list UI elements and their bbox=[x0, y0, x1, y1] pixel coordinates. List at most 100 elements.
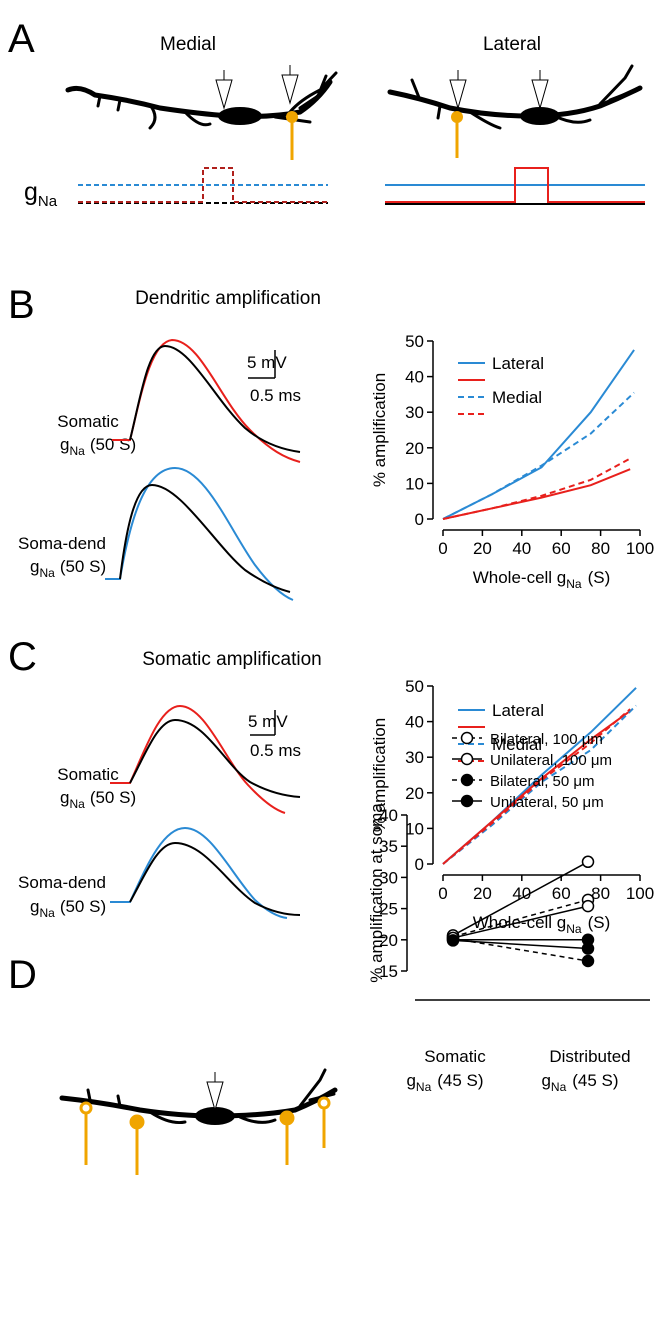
trace-label: gNa (50 S) bbox=[60, 435, 136, 458]
legend-label: Unilateral, 100 μm bbox=[490, 752, 612, 769]
label-part: (50 S) bbox=[60, 897, 106, 916]
label-part: (S) bbox=[588, 913, 611, 932]
voltage-traces bbox=[110, 704, 301, 919]
x-tick-label: 60 bbox=[552, 539, 571, 558]
x-tick-label: 100 bbox=[626, 539, 654, 558]
label-part: g bbox=[541, 1071, 550, 1090]
y-tick-label: 25 bbox=[379, 900, 398, 919]
label-sub: Na bbox=[566, 577, 582, 591]
x-tick-label: 20 bbox=[473, 884, 492, 903]
x-tick-label: 40 bbox=[512, 539, 531, 558]
legend-label: Unilateral, 50 μm bbox=[490, 794, 604, 811]
series-line bbox=[442, 708, 631, 865]
label-part: (45 S) bbox=[437, 1071, 483, 1090]
y-tick-label: 50 bbox=[405, 332, 424, 351]
data-point bbox=[581, 954, 595, 968]
label-sub: Na bbox=[39, 566, 55, 580]
label-sub: Na bbox=[416, 1080, 432, 1094]
legend-marker bbox=[460, 752, 474, 766]
neuron-medial bbox=[65, 65, 338, 160]
panel-letter: B bbox=[8, 283, 35, 327]
scale-label: 5 mV bbox=[247, 353, 287, 372]
legend-label: Bilateral, 50 μm bbox=[490, 773, 595, 790]
x-tick-label: Somatic bbox=[424, 1047, 486, 1066]
label-part: (45 S) bbox=[572, 1071, 618, 1090]
label-part: g bbox=[30, 557, 39, 576]
label-part: g bbox=[60, 788, 69, 807]
label-part: g bbox=[60, 435, 69, 454]
label-part: (S) bbox=[588, 568, 611, 587]
trace-label: Somatic bbox=[57, 412, 119, 431]
neuron-distributed bbox=[59, 1068, 338, 1175]
y-axis-label: % amplification bbox=[370, 718, 389, 832]
label-sub: Na bbox=[39, 906, 55, 920]
gna-label: gNa bbox=[24, 178, 58, 210]
label-part: (50 S) bbox=[90, 435, 136, 454]
scale-label: 0.5 ms bbox=[250, 386, 301, 405]
y-tick-label: 0 bbox=[415, 510, 424, 529]
y-tick-label: 30 bbox=[405, 748, 424, 767]
x-tick-label: 100 bbox=[626, 884, 654, 903]
label-part: (50 S) bbox=[60, 557, 106, 576]
legend-marker bbox=[460, 731, 474, 745]
series-line bbox=[442, 468, 631, 520]
y-tick-label: 15 bbox=[379, 962, 398, 981]
x-tick-label: 40 bbox=[512, 884, 531, 903]
data-point bbox=[446, 934, 460, 947]
y-axis-label: % amplification at soma bbox=[367, 803, 386, 983]
legend-label: Lateral bbox=[492, 354, 544, 373]
data-point bbox=[581, 855, 595, 869]
y-tick-label: 30 bbox=[379, 868, 398, 887]
label-part: g bbox=[406, 1071, 415, 1090]
trace-label: gNa (50 S) bbox=[60, 788, 136, 811]
legend-marker bbox=[460, 773, 474, 787]
series-line bbox=[442, 457, 631, 520]
data-point bbox=[581, 942, 595, 955]
legend-label: Lateral bbox=[492, 701, 544, 720]
x-tick-label: 0 bbox=[438, 539, 447, 558]
legend-label: Medial bbox=[492, 735, 542, 754]
label-part: g bbox=[24, 178, 38, 206]
axis-label: Whole-cell gNa (S) bbox=[473, 568, 611, 591]
axis-label: gNa (45 S) bbox=[406, 1071, 483, 1094]
label-sub: Na bbox=[551, 1080, 567, 1094]
y-tick-label: 10 bbox=[405, 819, 424, 838]
legend-label: Bilateral, 100 μm bbox=[490, 731, 603, 748]
y-tick-label: 0 bbox=[415, 855, 424, 874]
y-tick-label: 20 bbox=[405, 439, 424, 458]
series-line bbox=[452, 939, 589, 950]
label-sub: Na bbox=[38, 193, 58, 210]
label-part: Whole-cell g bbox=[473, 568, 567, 587]
series-line bbox=[442, 391, 635, 520]
y-tick-label: 40 bbox=[379, 806, 398, 825]
x-tick-label: 60 bbox=[552, 884, 571, 903]
trace-label: gNa (50 S) bbox=[30, 557, 106, 580]
voltage-traces bbox=[105, 338, 301, 601]
panel-title: Lateral bbox=[483, 34, 541, 55]
label-sub: Na bbox=[69, 444, 85, 458]
y-tick-label: 10 bbox=[405, 474, 424, 493]
y-tick-label: 20 bbox=[405, 784, 424, 803]
gna-schematic bbox=[78, 167, 645, 205]
y-tick-label: 35 bbox=[379, 837, 398, 856]
scale-label: 0.5 ms bbox=[250, 741, 301, 760]
panel-letter: C bbox=[8, 635, 37, 679]
chart-title: Dendritic amplification bbox=[135, 288, 321, 309]
label-sub: Na bbox=[69, 797, 85, 811]
axis-label: gNa (45 S) bbox=[541, 1071, 618, 1094]
x-tick-label: 0 bbox=[438, 884, 447, 903]
x-tick-label: Distributed bbox=[549, 1047, 630, 1066]
label-sub: Na bbox=[566, 922, 582, 936]
y-tick-label: 50 bbox=[405, 677, 424, 696]
panel-letter: A bbox=[8, 17, 35, 61]
data-point bbox=[581, 899, 595, 913]
x-tick-label: 80 bbox=[591, 884, 610, 903]
series-line bbox=[452, 905, 589, 939]
panel-letter: D bbox=[8, 953, 37, 997]
trace-label: Soma-dend bbox=[18, 873, 106, 892]
legend-label: Medial bbox=[492, 388, 542, 407]
trace-label: gNa (50 S) bbox=[30, 897, 106, 920]
series-line bbox=[452, 861, 589, 937]
y-tick-label: 30 bbox=[405, 403, 424, 422]
series-line bbox=[442, 349, 635, 520]
